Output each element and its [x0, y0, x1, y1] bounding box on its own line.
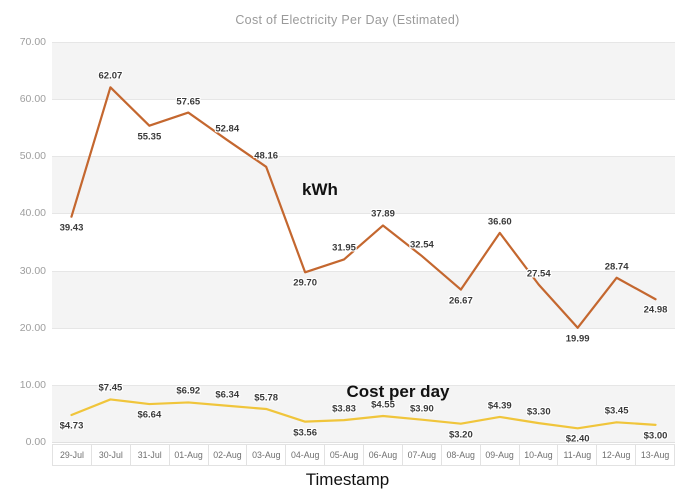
x-axis-title: Timestamp — [305, 470, 390, 489]
data-point-label: 57.65 — [176, 96, 201, 108]
data-point-label: $6.64 — [137, 409, 162, 421]
x-axis-tick-label: 02-Aug — [209, 445, 248, 465]
x-axis-tick-label: 12-Aug — [597, 445, 637, 465]
series-annotation-cost-per-day: Cost per day — [346, 382, 450, 401]
data-point-label: $4.73 — [59, 420, 84, 432]
x-axis-tick-label: 05-Aug — [325, 445, 364, 465]
gridline — [52, 99, 675, 100]
data-point-label: $5.78 — [254, 392, 279, 404]
y-axis-tick-label: 20.00 — [19, 321, 46, 334]
x-axis-tick-label: 08-Aug — [442, 445, 481, 465]
data-point-label: $3.45 — [604, 405, 629, 417]
data-point-label: $3.56 — [293, 427, 317, 439]
data-point-label: 62.07 — [98, 70, 123, 82]
x-axis-tick-label: 29-Jul — [52, 445, 92, 465]
data-point-label: $6.34 — [215, 389, 240, 401]
y-axis-tick-label: 0.00 — [25, 436, 46, 448]
series-line — [70, 86, 657, 329]
data-point-label: $6.92 — [176, 385, 201, 397]
chart-title: Cost of Electricity Per Day (Estimated) — [235, 13, 460, 27]
gridline — [52, 271, 675, 272]
data-point-label: $3.00 — [643, 430, 668, 442]
data-point-label: 37.89 — [371, 208, 395, 220]
grid-band — [52, 384, 675, 442]
plot-area — [52, 42, 675, 443]
data-point-label: 28.74 — [604, 261, 629, 273]
data-point-label: 39.43 — [59, 222, 84, 234]
data-point-label: 32.54 — [410, 239, 434, 251]
x-axis-tick-label: 01-Aug — [170, 445, 209, 465]
y-axis-tick-label: 40.00 — [19, 207, 46, 220]
gridline — [52, 385, 675, 386]
data-point-label: 19.99 — [565, 333, 590, 345]
x-axis-tick-label: 03-Aug — [247, 445, 287, 465]
data-point-label: 29.70 — [293, 277, 317, 289]
data-point-label: $7.45 — [98, 382, 123, 394]
x-axis-tick-label: 07-Aug — [403, 445, 442, 465]
data-point-label: 26.67 — [448, 295, 473, 307]
grid-band — [52, 156, 675, 214]
x-axis-tick-label: 11-Aug — [558, 445, 598, 465]
data-point-label: 24.98 — [643, 304, 668, 316]
y-axis-tick-label: 70.00 — [19, 36, 46, 48]
x-axis-tick-label: 09-Aug — [481, 445, 520, 465]
data-point-label: $4.39 — [487, 400, 512, 412]
data-point-label: 36.60 — [487, 216, 512, 228]
data-point-label: $2.40 — [565, 433, 590, 445]
data-point-label: 27.54 — [526, 268, 551, 280]
data-point-label: $4.55 — [371, 399, 395, 411]
x-axis-tick-label: 30-Jul — [92, 445, 131, 465]
y-axis-tick-label: 60.00 — [19, 93, 46, 106]
gridline — [52, 42, 675, 43]
data-point-label: 31.95 — [332, 242, 356, 254]
data-point-label: $3.90 — [410, 403, 434, 415]
data-point-label: $3.30 — [526, 406, 551, 418]
x-axis-tick-label: 13-Aug — [636, 445, 675, 465]
x-axis-tick-label: 31-Jul — [131, 445, 170, 465]
series-lines — [70, 86, 657, 430]
data-point-label: 48.16 — [254, 150, 279, 162]
gridline — [52, 442, 675, 443]
series-annotation-kwh: kWh — [302, 180, 338, 199]
data-point-label: $3.20 — [448, 429, 473, 441]
gridline — [52, 328, 675, 329]
gridline — [52, 156, 675, 157]
series-line — [70, 398, 657, 430]
grid-band — [52, 42, 675, 100]
gridline — [52, 213, 675, 214]
y-axis-tick-label: 50.00 — [19, 150, 46, 163]
data-point-label: 52.84 — [215, 123, 240, 135]
x-axis: 29-Jul 30-Jul 31-Jul 01-Aug 02-Aug 03-Aug 04-A… — [52, 444, 675, 466]
x-axis-tick-label: 04-Aug — [286, 445, 326, 465]
x-axis-tick-label: 10-Aug — [520, 445, 559, 465]
y-axis-tick-label: 10.00 — [19, 378, 46, 391]
data-point-label: $3.83 — [332, 403, 356, 415]
data-point-label: 55.35 — [137, 131, 162, 143]
grid-band — [52, 270, 675, 328]
y-axis-tick-label: 30.00 — [19, 264, 46, 277]
x-axis-tick-label: 06-Aug — [364, 445, 403, 465]
